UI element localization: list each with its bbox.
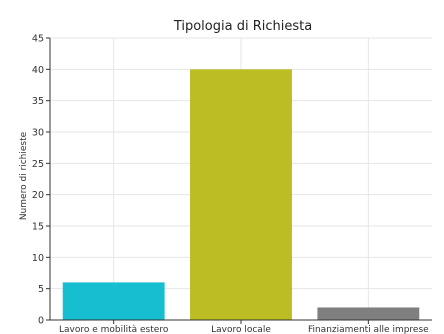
y-tick-label: 5 [38,284,44,295]
y-tick-label: 10 [32,253,44,264]
axes [46,37,432,324]
y-tick-label: 40 [32,65,44,76]
x-tick-label: Lavoro locale [211,325,271,334]
y-tick-label: 45 [32,34,44,45]
y-tick-label: 0 [38,316,44,327]
bar [317,307,420,320]
bar [62,282,165,320]
y-tick-label: 30 [32,128,44,139]
y-tick-label: 35 [32,96,44,107]
y-tick-label: 15 [32,222,44,233]
chart-title: Tipologia di Richiesta [173,19,312,34]
y-axis-label: Numero di richieste [19,131,29,220]
y-tick-label: 25 [32,159,44,170]
x-tick-label: Finanziamenti alle imprese [308,325,429,334]
bars [62,69,420,320]
bar [190,69,292,320]
tick-labels: 0 5 10 15 20 25 30 35 40 45 Lavoro e mobilità este… [32,34,429,334]
x-tick-label: Lavoro e mobilità estero [59,325,169,334]
y-tick-label: 20 [32,190,44,201]
